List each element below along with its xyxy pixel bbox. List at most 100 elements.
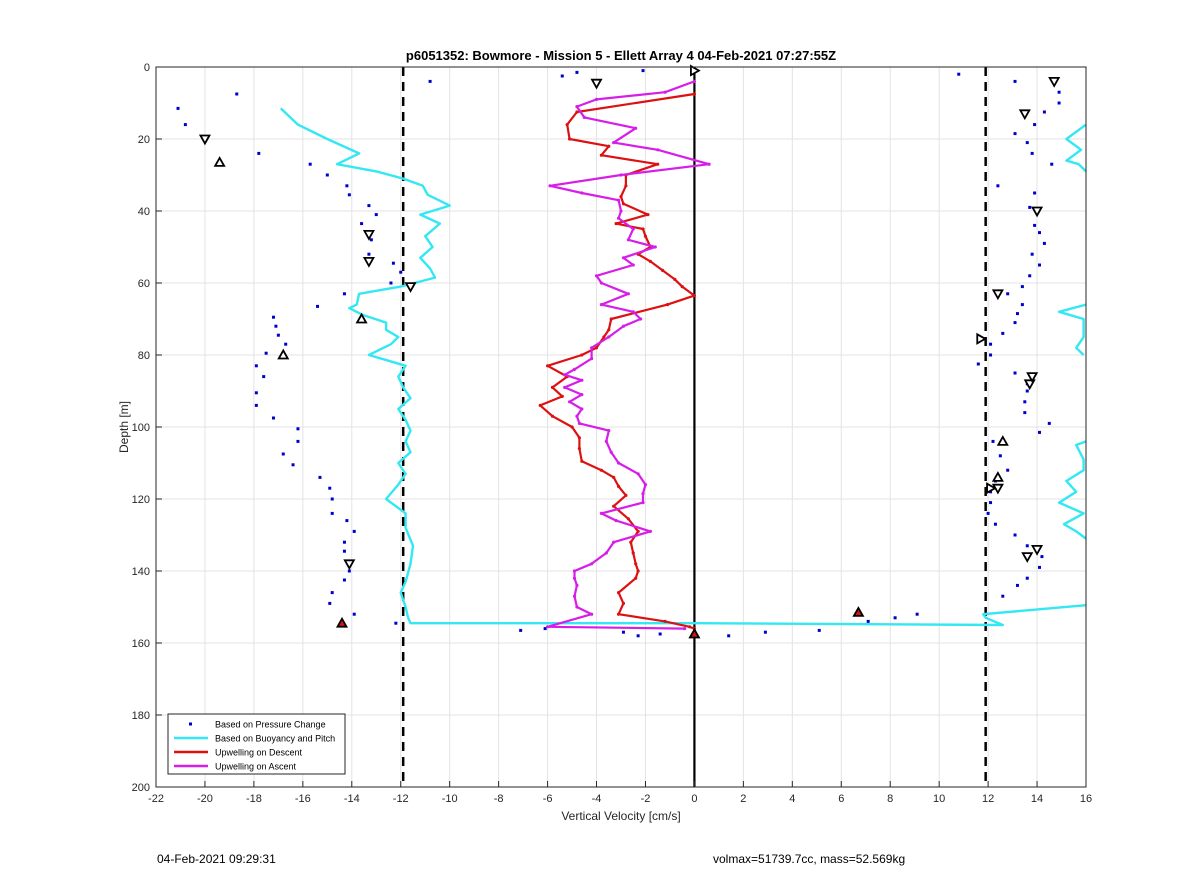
triangle-marker	[1026, 372, 1039, 383]
pressure-change-point	[893, 616, 897, 620]
pressure-change-point	[389, 281, 393, 285]
pressure-change-point	[342, 578, 346, 582]
series-point	[612, 504, 616, 508]
series-point	[604, 439, 608, 443]
pressure-change-point	[727, 634, 731, 638]
series-point	[638, 317, 643, 321]
triangle-marker	[362, 256, 375, 268]
series-point	[548, 184, 552, 188]
triangle-marker	[404, 282, 417, 293]
series-point	[692, 92, 697, 96]
pressure-change-point	[374, 213, 378, 217]
triangle-marker	[590, 78, 603, 90]
series-point	[641, 227, 645, 231]
series-point	[692, 79, 697, 83]
series-point	[619, 173, 623, 177]
legend-box	[167, 713, 346, 775]
pressure-change-point	[342, 292, 346, 296]
series-point	[634, 562, 638, 566]
pressure-change-point	[345, 519, 349, 523]
series-upwelling-on-descent	[538, 92, 697, 631]
legend-label: Based on Buoyancy and Pitch	[215, 734, 335, 744]
triangle-marker	[688, 627, 701, 639]
pressure-change-point	[176, 106, 180, 110]
series-point	[631, 263, 635, 267]
series-point	[616, 591, 621, 595]
series-based-on-buoyancy-and-pitch-line	[1057, 440, 1087, 540]
series-point	[577, 436, 581, 440]
pressure-change-point	[1013, 533, 1017, 537]
pressure-change-point	[989, 342, 993, 346]
pressure-change-point	[636, 634, 640, 638]
triangle-marker	[1048, 77, 1061, 88]
pressure-change-point	[519, 628, 523, 632]
series-point	[545, 625, 550, 629]
series-point	[612, 475, 616, 479]
series-point	[648, 259, 652, 263]
pressure-change-point	[866, 619, 870, 623]
x-tick-label: 0	[691, 793, 697, 805]
series-point	[646, 213, 650, 217]
series-point	[580, 378, 584, 382]
series-point	[626, 292, 630, 296]
series-point	[648, 529, 652, 534]
series-point	[590, 612, 594, 616]
legend-label: Based on Pressure Change	[215, 720, 326, 730]
pressure-change-point	[621, 630, 625, 634]
series-point	[580, 407, 584, 411]
pressure-change-point	[367, 204, 371, 208]
series-point	[707, 162, 711, 166]
series-point	[568, 137, 572, 141]
pressure-change-point	[1038, 565, 1041, 569]
series-point	[624, 493, 628, 497]
triangle-marker	[362, 229, 375, 241]
pressure-change-point	[996, 184, 1000, 188]
series-point	[590, 562, 594, 566]
pressure-change-point	[915, 612, 919, 616]
series-point	[607, 429, 611, 433]
pressure-change-point	[328, 601, 332, 605]
pressure-change-point	[1057, 90, 1061, 94]
series-point	[577, 447, 581, 451]
y-tick-label: 180	[132, 710, 150, 722]
series-point	[641, 501, 645, 505]
x-tick-label: 10	[933, 793, 945, 805]
pressure-change-point	[369, 238, 373, 242]
tick-labels: -22 -20 -18 -16 -14 -12 -10 -8 -6 -4 -2 0 2 4 6 8 10 12 14…	[132, 62, 1092, 805]
pressure-change-point	[1023, 411, 1027, 415]
pressure-change-point	[1015, 312, 1019, 316]
series-point	[538, 403, 542, 407]
triangle-marker	[355, 312, 368, 324]
pressure-change-point	[271, 315, 275, 319]
series-point	[641, 492, 645, 496]
pressure-change-point	[989, 353, 993, 357]
pressure-change-point	[276, 333, 280, 337]
x-tick-label: 4	[789, 793, 795, 805]
pressure-change-point	[991, 439, 995, 443]
pressure-change-point	[989, 501, 993, 505]
pressure-change-point	[254, 391, 258, 395]
series-point	[560, 394, 564, 398]
chart-title: p6051352: Bowmore - Mission 5 - Ellett A…	[406, 48, 836, 63]
series-point	[614, 222, 618, 226]
pressure-change-point	[1020, 285, 1024, 289]
series-point	[575, 414, 579, 418]
y-tick-label: 20	[138, 134, 150, 146]
x-tick-label: -2	[641, 793, 651, 805]
pressure-change-point	[257, 151, 261, 155]
pressure-change-point	[347, 569, 351, 573]
x-tick-label: 12	[982, 793, 994, 805]
pressure-change-point	[1025, 576, 1029, 580]
series-based-on-pressure-change	[176, 69, 1061, 638]
pressure-change-point	[986, 511, 990, 515]
series-point	[607, 328, 611, 332]
series-point	[550, 414, 555, 418]
series-point	[599, 468, 604, 472]
series-point	[612, 540, 616, 544]
pressure-change-point	[254, 403, 258, 407]
series-point	[616, 198, 621, 202]
y-tick-label: 100	[132, 422, 150, 434]
pressure-change-point	[296, 439, 300, 443]
series-point	[599, 511, 604, 515]
